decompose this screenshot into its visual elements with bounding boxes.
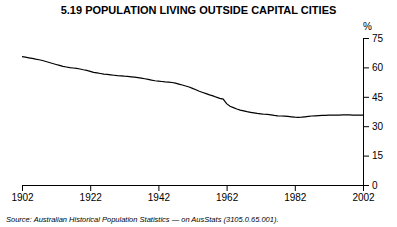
y-tick: 0 [363, 180, 378, 191]
y-tick-label: 45 [372, 92, 384, 103]
y-tick: 45 [363, 92, 384, 103]
y-tick-label: 0 [372, 180, 378, 191]
x-tick-label: 1962 [216, 192, 239, 203]
x-tick-label: 1922 [80, 192, 103, 203]
x-tick: 1962 [216, 185, 239, 203]
marks [22, 57, 363, 118]
x-tick: 1922 [80, 185, 103, 203]
x-tick-label: 2002 [352, 192, 375, 203]
y-tick: 30 [363, 121, 384, 132]
y-tick-label: 30 [372, 121, 384, 132]
line [22, 57, 363, 118]
title: 5.19 POPULATION LIVING OUTSIDE CAPITAL C… [61, 4, 337, 16]
y-axis-line [364, 39, 370, 186]
x-axis: 1902 1922 1942 1962 1982 2002 [11, 185, 375, 203]
y-tick: 15 [363, 150, 384, 161]
y-tick-label: 60 [372, 62, 384, 73]
x-tick: 1942 [148, 185, 171, 203]
x-tick: 1902 [11, 185, 34, 203]
y-tick-mark [363, 67, 369, 68]
y-tick-mark [363, 185, 369, 186]
y-tick-label: 15 [372, 150, 384, 161]
chart: 5.19 POPULATION LIVING OUTSIDE CAPITAL C… [0, 0, 397, 227]
x-tick-mark [227, 185, 228, 191]
x-tick-mark [90, 185, 91, 191]
y-axis-label: % [363, 21, 372, 32]
x-tick-label: 1902 [11, 192, 34, 203]
x-tick-mark [295, 185, 296, 191]
y-tick-label: 75 [372, 33, 384, 44]
y-tick-mark [363, 156, 369, 157]
y-axis: 0 15 30 45 60 75 [363, 33, 384, 191]
x-tick-label: 1982 [284, 192, 307, 203]
x-tick-mark [22, 185, 23, 191]
y-tick-mark [363, 126, 369, 127]
plot: 1902 1922 1942 1962 1982 20020 15 30 45 60 75% [11, 21, 383, 203]
source: Source: Australian Historical Population… [6, 215, 279, 224]
x-tick-label: 1942 [148, 192, 171, 203]
x-tick: 1982 [284, 185, 307, 203]
x-tick-mark [158, 185, 159, 191]
y-tick-mark [363, 97, 369, 98]
y-tick: 60 [363, 62, 384, 73]
y-tick-mark [363, 38, 369, 39]
y-tick: 75 [363, 33, 384, 44]
x-axis-line [23, 186, 364, 192]
